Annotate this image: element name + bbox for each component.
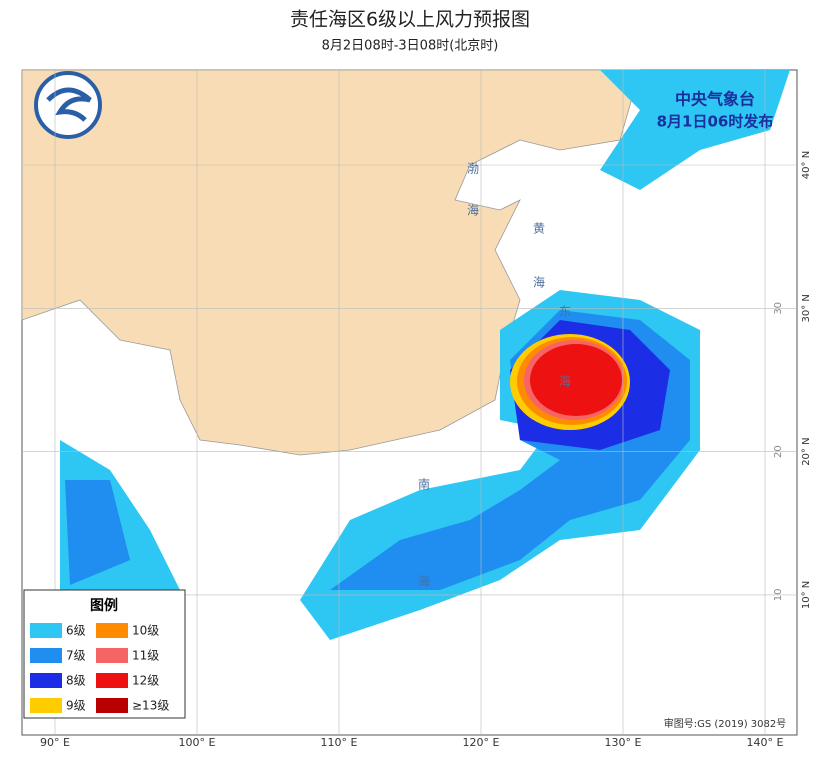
wind-area [530,344,622,416]
legend-swatch [96,698,128,713]
sea-label: 渤海 [466,162,480,246]
issuer-name: 中央气象台 [675,90,755,109]
approval-number: 审图号:GS (2019) 3082号 [664,717,787,730]
legend-label: ≥13级 [132,699,169,713]
wind-area [65,480,130,585]
sea-label: 黄海 [532,222,546,330]
inner-lat-label: 20 [773,445,784,458]
legend-label: 9级 [66,699,86,713]
lat-label: 10° N [801,581,812,609]
issue-time: 8月1日06时发布 [657,113,774,131]
legend-swatch [96,673,128,688]
lon-label: 120° E [463,736,500,749]
legend-label: 11级 [132,649,159,663]
legend-label: 7级 [66,649,86,663]
lat-label: 30° N [801,294,812,322]
legend-label: 6级 [66,624,86,638]
legend-swatch [30,623,62,638]
legend-swatch [30,673,62,688]
legend: 图例 6级 7级 8级 9级 10级 11级 12级 ≥13级 [23,589,186,719]
graticule: 90° E 100° E 110° E 120° E 130° E 140° E 40° N… [22,70,812,749]
sea-label: 南海 [417,477,431,672]
wind-area [600,70,790,190]
lon-label: 100° E [179,736,216,749]
lon-label: 140° E [747,736,784,749]
title: 责任海区6级以上风力预报图 [290,9,530,31]
lon-label: 90° E [40,736,70,749]
map-area [21,69,798,736]
lat-label: 20° N [801,437,812,465]
legend-title: 图例 [90,597,118,614]
legend-label: 10级 [132,624,159,638]
legend-swatch [30,648,62,663]
subtitle: 8月2日08时-3日08时(北京时) [322,39,499,54]
sea-label: 东海 [558,305,572,445]
legend-swatch [96,648,128,663]
legend-swatch [96,623,128,638]
inner-lat-label: 30 [773,302,784,315]
lon-label: 130° E [605,736,642,749]
inner-lat-label: 10 [773,589,784,602]
lat-label: 40° N [801,151,812,179]
lon-label: 110° E [321,736,358,749]
legend-label: 12级 [132,674,159,688]
logo-mark [46,87,92,122]
legend-swatch [30,698,62,713]
legend-label: 8级 [66,674,86,688]
